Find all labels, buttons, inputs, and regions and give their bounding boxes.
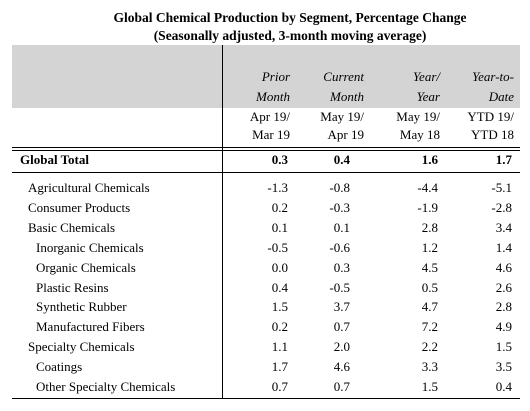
row-value: 0.7	[333, 379, 350, 394]
row-value: 0.4	[271, 279, 288, 295]
row-label: Plastic Resins	[36, 279, 109, 295]
subtitle: (Seasonally adjusted, 3-month moving ave…	[153, 28, 427, 43]
row-label: Coatings	[36, 359, 83, 375]
row-label: Manufactured Fibers	[36, 319, 145, 335]
row-label: Organic Chemicals	[36, 259, 136, 275]
row-value: 0.5	[421, 279, 438, 295]
row-value: 4.7	[421, 299, 438, 315]
row-value: 0.4	[495, 379, 512, 394]
column-header: Month	[256, 89, 290, 104]
row-value: 4.5	[421, 259, 438, 275]
row-label: Basic Chemicals	[28, 219, 116, 235]
column-period: YTD 19/	[467, 109, 514, 124]
row-value: 4.6	[495, 259, 512, 275]
row-value: -5.1	[491, 180, 512, 195]
row-value: 2.8	[495, 299, 512, 315]
rule	[12, 150, 520, 151]
row-value: -0.6	[329, 239, 350, 255]
total-value: 1.7	[495, 152, 512, 167]
row-value: 2.8	[421, 219, 438, 235]
row-value: 1.4	[495, 239, 512, 255]
column-header: Year	[416, 89, 440, 104]
column-period: Apr 19	[327, 127, 364, 142]
row-value: 1.5	[495, 339, 512, 355]
row-value: 0.3	[333, 259, 350, 275]
row-value: -0.5	[267, 239, 288, 255]
column-period: May 19/	[396, 109, 440, 124]
row-value: 0.2	[271, 199, 288, 215]
row-value: 0.1	[271, 219, 288, 235]
row-value: -0.3	[329, 199, 350, 215]
column-header: Prior	[261, 69, 290, 84]
row-value: 4.6	[333, 359, 350, 375]
row-value: 2.2	[421, 339, 438, 355]
total-label: Global Total	[20, 152, 89, 167]
row-value: -0.5	[329, 279, 350, 295]
column-period: Mar 19	[252, 127, 290, 142]
row-value: 2.0	[333, 339, 350, 355]
row-value: 0.7	[271, 379, 288, 394]
rule	[12, 398, 520, 399]
header-band	[12, 45, 520, 108]
rule	[12, 172, 520, 173]
row-value: 4.9	[495, 319, 512, 335]
row-value: 3.4	[495, 219, 512, 235]
row-value: 0.2	[271, 319, 288, 335]
rule	[12, 147, 520, 148]
row-value: 1.5	[271, 299, 288, 315]
row-value: 7.2	[421, 319, 438, 335]
column-period: Apr 19/	[249, 109, 290, 124]
row-label: Consumer Products	[28, 199, 131, 215]
column-period: YTD 18	[471, 127, 514, 142]
row-value: -1.3	[267, 180, 288, 195]
column-divider	[222, 45, 223, 398]
row-value: 0.0	[271, 259, 288, 275]
row-value: 0.1	[333, 219, 350, 235]
column-header: Year-to-	[472, 69, 514, 84]
row-value: 1.1	[271, 339, 288, 355]
column-header: Current	[323, 69, 364, 84]
title: Global Chemical Production by Segment, P…	[113, 10, 467, 25]
column-header: Month	[330, 89, 364, 104]
column-header: Year/	[413, 69, 440, 84]
row-value: 3.7	[333, 299, 350, 315]
row-value: 2.6	[495, 279, 512, 295]
row-value: -2.8	[491, 199, 512, 215]
row-value: 0.7	[333, 319, 350, 335]
row-value: 1.2	[421, 239, 438, 255]
row-label: Specialty Chemicals	[28, 339, 135, 355]
column-period: May 19/	[320, 109, 364, 124]
row-value: 3.5	[495, 359, 512, 375]
total-value: 0.3	[271, 152, 288, 167]
row-value: -1.9	[417, 199, 438, 215]
row-value: 1.7	[271, 359, 288, 375]
row-value: 3.3	[421, 359, 438, 375]
column-header: Date	[488, 89, 514, 104]
total-value: 1.6	[421, 152, 438, 167]
row-label: Agricultural Chemicals	[28, 180, 150, 195]
row-label: Inorganic Chemicals	[36, 239, 144, 255]
row-value: 1.5	[421, 379, 438, 394]
row-label: Synthetic Rubber	[36, 299, 127, 315]
column-period: May 18	[399, 127, 440, 142]
row-label: Other Specialty Chemicals	[36, 379, 176, 394]
row-value: -4.4	[417, 180, 438, 195]
row-value: -0.8	[329, 180, 350, 195]
total-value: 0.4	[333, 152, 350, 167]
